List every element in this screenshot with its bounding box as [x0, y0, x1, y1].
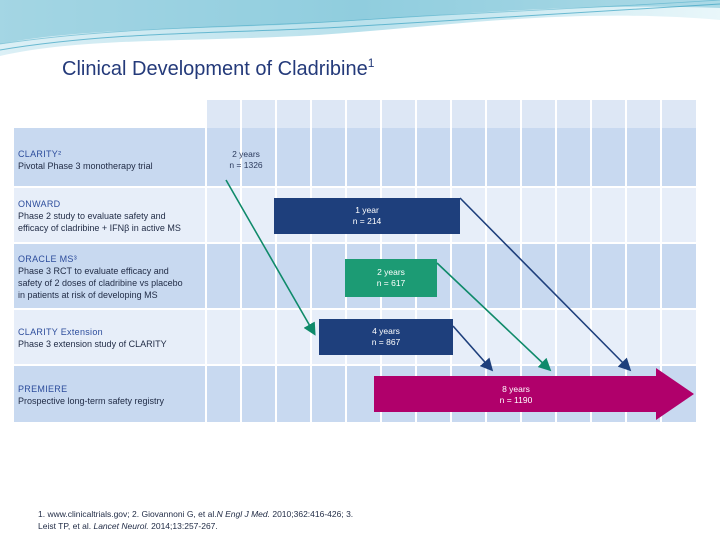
trial-label-extension: CLARITY Extension Phase 3 extension stud… — [18, 326, 210, 350]
onward-bar: 1 year n = 214 — [274, 198, 460, 234]
references-footnote: 1. www.clinicaltrials.gov; 2. Giovannoni… — [38, 509, 354, 531]
row-background-clarity — [14, 128, 696, 186]
trial-description: Phase 2 study to evaluate safety and — [18, 211, 166, 221]
trial-name: CLARITY² — [18, 149, 62, 159]
trial-description: efficacy of cladribine + IFNβ in active … — [18, 223, 181, 233]
title-superscript: 1 — [367, 56, 375, 70]
trial-label-oracle: ORACLE MS³ Phase 3 RCT to evaluate effic… — [18, 253, 210, 301]
trial-description: Phase 3 RCT to evaluate efficacy and — [18, 266, 169, 276]
trial-name: PREMIERE — [18, 384, 68, 394]
trial-description: Pivotal Phase 3 monotherapy trial — [18, 161, 153, 171]
trial-label-clarity: CLARITY² Pivotal Phase 3 monotherapy tri… — [18, 148, 210, 172]
clarity-bar: 2 years n = 1326 — [222, 148, 270, 172]
bar-duration: 2 years — [377, 267, 405, 277]
premiere-bar — [374, 368, 694, 420]
bar-sample-size: n = 1326 — [229, 160, 263, 170]
bar-sample-size: n = 1190 — [499, 395, 533, 405]
trial-name: CLARITY Extension — [18, 327, 103, 337]
trial-label-premiere: PREMIERE Prospective long-term safety re… — [18, 383, 210, 407]
bar-sample-size: n = 867 — [371, 337, 401, 347]
extension-bar: 4 years n = 867 — [319, 319, 453, 355]
trial-description: safety of 2 doses of cladribine vs place… — [18, 278, 183, 288]
bar-duration: 8 years — [502, 384, 530, 394]
trial-label-onward: ONWARD Phase 2 study to evaluate safety … — [18, 198, 210, 234]
page-title: Clinical Development of Cladribine1 — [62, 56, 375, 80]
trial-description: Phase 3 extension study of CLARITY — [18, 339, 167, 349]
trial-description: in patients at risk of developing MS — [18, 290, 158, 300]
trial-name: ORACLE MS³ — [18, 254, 78, 264]
premiere-bar-label: 8 years n = 1190 — [470, 382, 562, 408]
bar-sample-size: n = 214 — [352, 216, 382, 226]
bar-duration: 2 years — [232, 149, 260, 159]
header-banner — [0, 0, 720, 56]
oracle-bar: 2 years n = 617 — [345, 259, 437, 297]
trial-name: ONWARD — [18, 199, 61, 209]
trial-description: Prospective long-term safety registry — [18, 396, 165, 406]
bar-sample-size: n = 617 — [376, 278, 406, 288]
bar-duration: 4 years — [372, 326, 400, 336]
bar-duration: 1 year — [355, 205, 379, 215]
